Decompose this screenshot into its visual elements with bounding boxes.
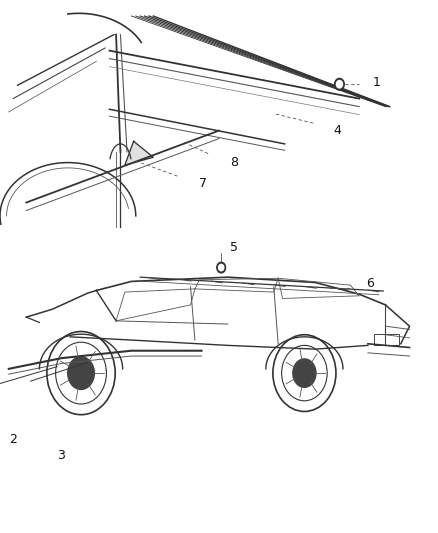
Circle shape xyxy=(219,264,224,271)
Circle shape xyxy=(217,262,226,273)
Text: 1: 1 xyxy=(372,76,380,89)
Circle shape xyxy=(292,358,317,388)
Circle shape xyxy=(67,356,95,390)
Text: 3: 3 xyxy=(57,449,65,462)
Circle shape xyxy=(336,80,343,88)
Text: 2: 2 xyxy=(9,433,17,446)
Text: 4: 4 xyxy=(333,124,341,137)
FancyBboxPatch shape xyxy=(374,334,399,345)
Polygon shape xyxy=(125,141,153,165)
Text: 6: 6 xyxy=(366,277,374,290)
Text: 7: 7 xyxy=(199,177,207,190)
Text: 8: 8 xyxy=(230,156,238,169)
Circle shape xyxy=(335,78,344,90)
Text: 5: 5 xyxy=(230,241,238,254)
